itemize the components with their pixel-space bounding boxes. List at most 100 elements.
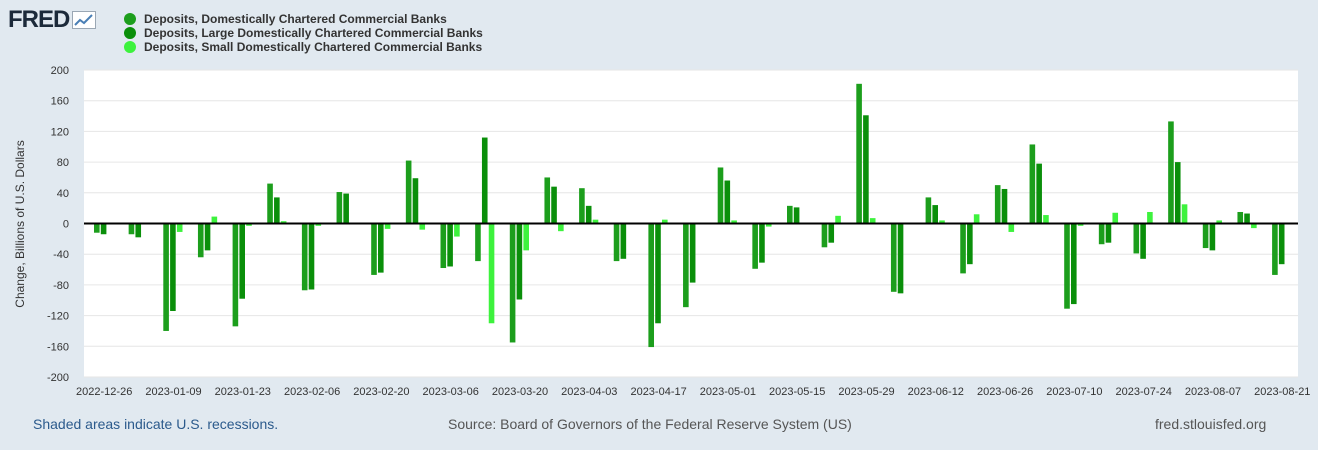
bar[interactable] [274,197,280,224]
bar[interactable] [211,216,218,224]
bar[interactable] [246,223,252,226]
bar[interactable] [1216,220,1222,224]
bar[interactable] [994,185,1001,224]
bar[interactable] [315,223,322,226]
bar[interactable] [752,223,758,269]
bar[interactable] [384,223,391,229]
bar[interactable] [1168,121,1174,224]
bar[interactable] [828,223,835,243]
bar[interactable] [869,218,876,224]
site-link[interactable]: fred.stlouisfed.org [1155,416,1267,432]
bar[interactable] [239,223,245,299]
recessions-note[interactable]: Shaded areas indicate U.S. recessions. [33,416,279,432]
bar[interactable] [176,223,183,232]
bar[interactable] [558,223,564,232]
bar[interactable] [170,223,176,311]
bar[interactable] [1001,188,1008,224]
bar[interactable] [1029,144,1036,224]
bar[interactable] [1251,223,1257,229]
bar[interactable] [1147,211,1153,224]
bar[interactable] [592,219,599,224]
bar[interactable] [1272,223,1278,275]
bar[interactable] [731,220,737,224]
bar[interactable] [683,223,689,308]
bar[interactable] [371,223,377,275]
bar[interactable] [613,223,620,262]
bar[interactable] [655,223,661,324]
bar[interactable] [412,178,419,224]
bar[interactable] [232,223,239,327]
bar[interactable] [447,223,453,267]
bar[interactable] [967,223,973,265]
fred-logo[interactable]: FRED [8,6,97,34]
bar[interactable] [1098,223,1105,245]
bar[interactable] [1105,223,1112,243]
bar[interactable] [793,207,800,224]
bar[interactable] [1133,223,1140,254]
bar[interactable] [579,188,585,224]
bar[interactable] [135,223,142,238]
bar[interactable] [1244,213,1250,224]
bar[interactable] [475,223,481,262]
bar[interactable] [1209,223,1216,251]
bar[interactable] [128,223,135,235]
bar[interactable] [939,220,945,224]
bar[interactable] [523,223,529,251]
bar[interactable] [821,223,828,248]
bar[interactable] [1174,162,1181,224]
bar[interactable] [925,197,932,224]
bar[interactable] [585,205,592,224]
bar[interactable] [343,193,349,224]
bar[interactable] [280,221,287,224]
bar[interactable] [1008,223,1015,232]
bar[interactable] [960,223,966,274]
bar[interactable] [405,160,412,224]
bar[interactable] [336,192,343,224]
bar[interactable] [932,205,938,224]
legend-item-small[interactable]: Deposits, Small Domestically Chartered C… [124,40,483,54]
bar[interactable] [717,167,724,224]
bar[interactable] [267,183,273,224]
bar[interactable] [620,223,627,259]
bar[interactable] [488,223,495,324]
bar[interactable] [973,214,980,224]
legend-item-large[interactable]: Deposits, Large Domestically Chartered C… [124,26,483,40]
bar[interactable] [1202,223,1209,249]
bar[interactable] [1036,163,1042,224]
bar[interactable] [648,223,654,348]
bar[interactable] [835,215,841,224]
bar[interactable] [378,223,384,273]
bar[interactable] [516,223,523,300]
legend-item-domestic[interactable]: Deposits, Domestically Chartered Commerc… [124,12,483,26]
bar[interactable] [689,223,696,283]
bar[interactable] [856,83,862,224]
bar[interactable] [163,223,169,331]
bar[interactable] [204,223,211,251]
bar[interactable] [1064,223,1070,309]
bar[interactable] [890,223,897,292]
bar[interactable] [1077,223,1084,226]
bar[interactable] [787,205,793,224]
bar-chart[interactable]: -200 -160 -120 -80 -40 0 40 80 120 160 200 2022-12… [0,0,1318,410]
bar[interactable] [197,223,204,258]
bar[interactable] [454,223,460,237]
bar[interactable] [509,223,516,343]
bar[interactable] [551,186,557,224]
bar[interactable] [1071,223,1077,305]
bar[interactable] [419,223,426,230]
bar[interactable] [1181,204,1188,224]
bar[interactable] [94,223,100,233]
bar[interactable] [1043,215,1049,224]
bar[interactable] [440,223,447,269]
bar[interactable] [481,137,488,224]
bar[interactable] [1140,223,1146,259]
bar[interactable] [544,177,551,224]
bar[interactable] [308,223,315,290]
bar[interactable] [897,223,904,294]
bar[interactable] [863,115,869,224]
bar[interactable] [1237,211,1244,224]
bar[interactable] [724,180,731,224]
bar[interactable] [759,223,765,263]
bar[interactable] [1112,212,1119,224]
bar[interactable] [301,223,308,291]
